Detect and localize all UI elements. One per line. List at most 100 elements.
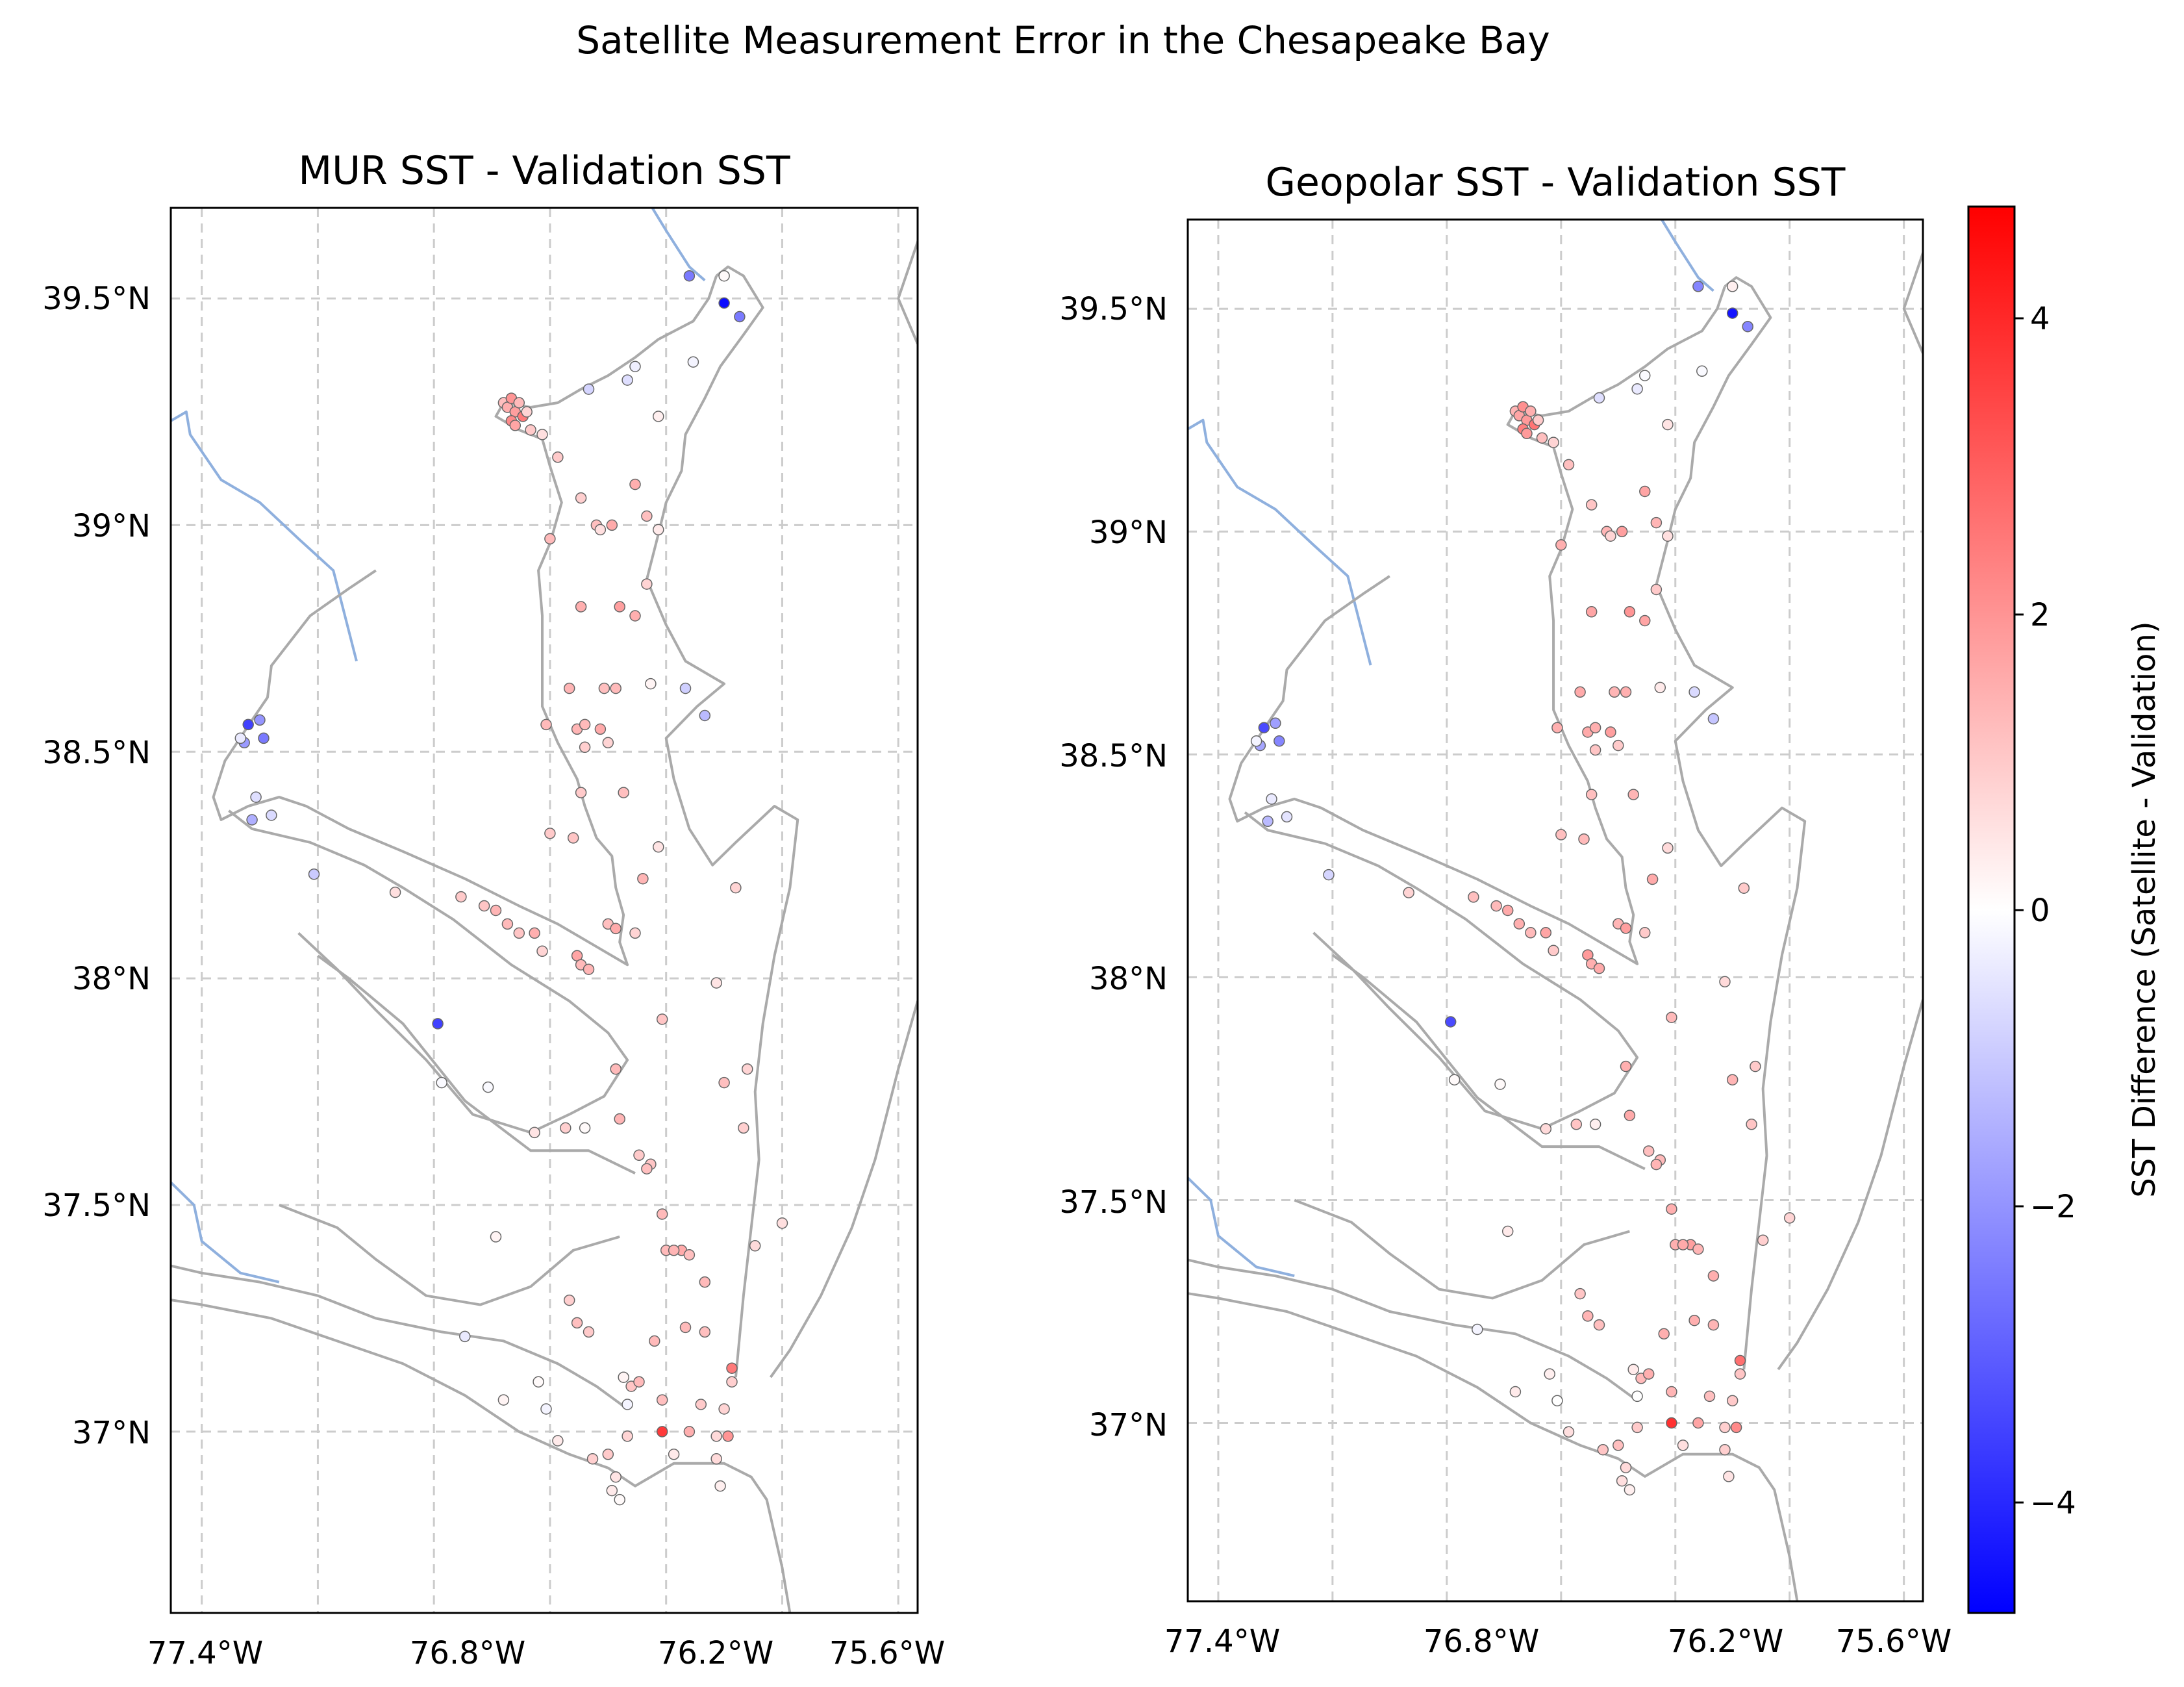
sst-difference-point [610, 682, 621, 694]
coastline [171, 1264, 629, 1410]
sst-difference-point [1620, 1060, 1632, 1072]
coastline [645, 265, 799, 1378]
sst-difference-point [1642, 1145, 1655, 1157]
y-tick-label: 39.5°N [42, 281, 151, 317]
sst-difference-point [1555, 539, 1567, 551]
sst-difference-point [1585, 606, 1598, 618]
sst-difference-point [1631, 383, 1643, 395]
state-border-line [651, 208, 706, 282]
sst-difference-point [1624, 1110, 1636, 1121]
coastline [212, 275, 718, 967]
sst-difference-point [1578, 833, 1590, 845]
sst-difference-point [1613, 739, 1624, 752]
sst-difference-point [637, 872, 649, 885]
sst-difference-point [1574, 1287, 1586, 1300]
sst-difference-point [621, 1399, 633, 1410]
sst-difference-point [1501, 1225, 1514, 1237]
sst-difference-point [653, 841, 664, 853]
sst-difference-point [1585, 789, 1598, 800]
sst-difference-point [610, 1063, 621, 1075]
sst-difference-point [1620, 686, 1632, 698]
state-border-line [171, 1181, 280, 1284]
sst-difference-point [1723, 1471, 1735, 1482]
sst-difference-point [513, 927, 525, 939]
sst-difference-point [718, 1076, 730, 1089]
sst-difference-point [571, 1317, 583, 1329]
sst-difference-point [482, 1081, 494, 1093]
map-background [171, 208, 918, 1613]
sst-difference-point [1639, 927, 1651, 939]
sst-difference-point [710, 977, 722, 989]
sst-difference-point [614, 1493, 625, 1506]
sst-difference-point [1658, 1328, 1670, 1340]
sst-difference-point [1783, 1212, 1796, 1224]
sst-difference-point [1757, 1234, 1769, 1246]
sst-difference-point [1544, 1368, 1555, 1380]
sst-difference-point [718, 297, 730, 309]
sst-difference-point [1563, 1426, 1575, 1438]
sst-difference-point [726, 1376, 738, 1388]
sst-difference-point [1730, 1421, 1742, 1434]
sst-difference-point [776, 1217, 788, 1229]
sst-difference-point [1631, 1421, 1643, 1434]
x-ticks: 77.4°W 76.8°W 76.2°W 75.6°W [1164, 1623, 1952, 1660]
y-tick-label: 37.5°N [1059, 1184, 1168, 1221]
sst-difference-point [1666, 1011, 1677, 1023]
sst-difference-point [436, 1076, 447, 1089]
sst-difference-point [1258, 722, 1270, 733]
sst-difference-point [641, 578, 653, 590]
sst-difference-point [308, 868, 320, 880]
sst-difference-point [234, 732, 247, 744]
sst-difference-point [497, 1394, 510, 1406]
y-tick-label: 38°N [1089, 961, 1168, 997]
sst-difference-point [1662, 842, 1674, 854]
sst-difference-point [1707, 1319, 1720, 1331]
sst-difference-point [536, 945, 548, 958]
coastline [317, 954, 636, 1174]
sst-difference-point [606, 1484, 618, 1497]
sst-difference-point [1719, 1443, 1731, 1456]
sst-difference-point [525, 424, 536, 436]
sst-difference-point [1726, 1074, 1738, 1085]
sst-difference-point [1688, 686, 1700, 698]
sst-difference-point [1726, 281, 1738, 292]
sst-difference-point [695, 1399, 707, 1410]
sst-difference-point [544, 828, 556, 839]
sst-difference-point [618, 787, 629, 798]
coastline [897, 238, 918, 345]
colorbar-tick-label: −4 [2030, 1485, 2076, 1521]
sst-difference-point [563, 682, 575, 694]
sst-difference-point [1688, 1314, 1700, 1326]
sst-difference-point [653, 411, 664, 422]
sst-difference-point [1525, 405, 1537, 417]
map-content [171, 208, 918, 1613]
sst-difference-point [699, 1326, 711, 1338]
sst-difference-point [1616, 1475, 1628, 1487]
sst-difference-point [1605, 726, 1616, 738]
sst-difference-point [1662, 530, 1674, 542]
sst-difference-point [1627, 1364, 1639, 1375]
coastline [1331, 954, 1646, 1171]
sst-difference-point [656, 1394, 668, 1406]
sst-difference-point [1620, 1462, 1632, 1473]
sst-difference-point [683, 1426, 696, 1438]
sst-difference-point [641, 1163, 653, 1174]
sst-difference-point [1472, 1323, 1483, 1336]
sst-difference-point [1525, 927, 1537, 939]
coastline [769, 1000, 918, 1378]
sst-difference-point [1620, 922, 1632, 934]
map-panel-geopolar: Geopolar SST - Validation SST 77.4°W 76.… [1059, 160, 1952, 1660]
sst-difference-point [621, 374, 633, 386]
sst-difference-point [1570, 1119, 1583, 1130]
sst-difference-point [602, 1449, 614, 1460]
sst-difference-point [653, 524, 664, 536]
sst-difference-point [633, 1149, 645, 1161]
coastline [228, 809, 629, 1134]
sst-difference-point [501, 918, 514, 930]
sst-difference-point [1719, 1421, 1731, 1434]
sst-difference-point [1707, 1270, 1720, 1282]
sst-difference-point [536, 429, 548, 440]
state-border-line [171, 410, 358, 662]
coastline [1228, 286, 1726, 965]
colorbar-tick-label: 4 [2030, 301, 2050, 337]
